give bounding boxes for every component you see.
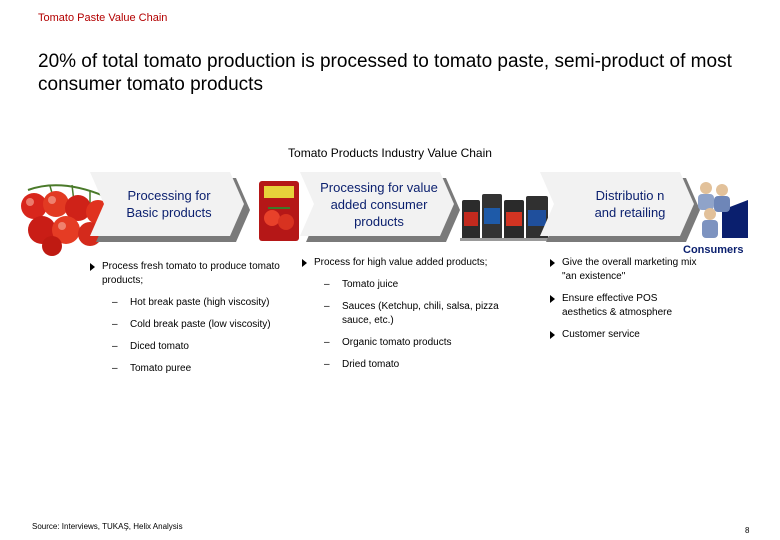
stage-value-added-sub-item: Dried tomato — [300, 358, 510, 372]
stage-basic-sub-item: Hot break paste (high viscosity) — [88, 296, 288, 310]
source-note: Source: Interviews, TUKAŞ, Helix Analysi… — [32, 522, 183, 531]
stage-distribution-label: Distributio n and retailing — [594, 188, 666, 220]
people-group-icon — [698, 182, 748, 238]
tomato-paste-can-icon — [259, 181, 299, 241]
stage-basic-processing-label: Processing for Basic products — [126, 188, 212, 220]
stage-value-added-sub-item: Tomato juice — [300, 278, 510, 292]
stage-distribution-bullet: Give the overall marketing mix "an exist… — [548, 256, 698, 284]
stage-distribution-chevron: Distributio n and retailing — [540, 172, 700, 242]
stage-distribution-bullet: Ensure effective POS aesthetics & atmosp… — [548, 292, 698, 320]
section-label: Tomato Paste Value Chain — [38, 12, 168, 24]
stage-value-added-details: Process for high value added products; T… — [300, 256, 510, 380]
stage-basic-sub-item: Cold break paste (low viscosity) — [88, 318, 288, 332]
stage-basic-processing-chevron: Processing for Basic products — [90, 172, 250, 242]
value-chain-title: Tomato Products Industry Value Chain — [288, 146, 492, 160]
headline: 20% of total tomato production is proces… — [38, 51, 732, 95]
stage-value-added-sub-item: Organic tomato products — [300, 336, 510, 350]
stage-value-added-label: Processing for value added consumer prod… — [320, 179, 438, 229]
stage-basic-sub-item: Tomato puree — [88, 362, 288, 376]
stage-basic-bullet: Process fresh tomato to produce tomato p… — [88, 260, 288, 288]
stage-distribution-details: Give the overall marketing mix "an exist… — [548, 256, 698, 350]
page-number: 8 — [745, 526, 750, 535]
stage-basic-details: Process fresh tomato to produce tomato p… — [88, 260, 288, 384]
tomato-vine-icon — [21, 184, 110, 256]
stage-value-added-sub-item: Sauces (Ketchup, chili, salsa, pizza sau… — [300, 300, 510, 328]
stage-distribution-bullet: Customer service — [548, 328, 698, 342]
stage-value-added-chevron: Processing for value added consumer prod… — [300, 172, 460, 242]
product-jars-icon — [460, 194, 552, 241]
consumers-label: Consumers — [683, 244, 744, 256]
stage-value-added-bullet: Process for high value added products; — [300, 256, 510, 270]
stage-basic-sub-item: Diced tomato — [88, 340, 288, 354]
